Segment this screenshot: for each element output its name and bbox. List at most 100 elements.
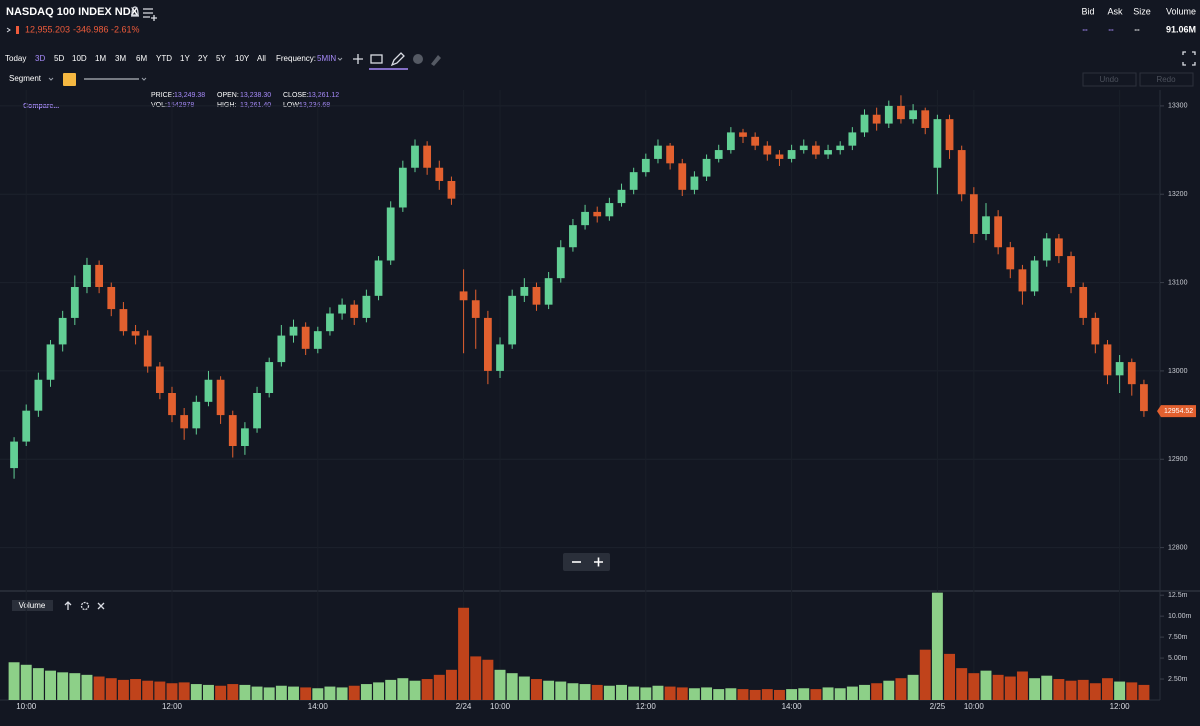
dropdown-arrow xyxy=(337,57,343,61)
volume-bar xyxy=(445,669,457,700)
candle-body xyxy=(253,393,261,429)
segment-color[interactable] xyxy=(63,73,76,86)
volume-bar xyxy=(713,689,725,700)
volume-bar xyxy=(980,670,992,700)
candle-body xyxy=(872,114,881,124)
volume-bar xyxy=(312,688,324,700)
candle-body xyxy=(423,145,432,168)
candle-body xyxy=(10,441,18,469)
frequency-select[interactable]: 5MIN xyxy=(317,54,336,63)
x-tick-label: 14:00 xyxy=(308,702,329,711)
watchlist-icon[interactable] xyxy=(143,8,157,21)
candle-body xyxy=(969,194,978,234)
volume-title: Volume xyxy=(19,601,46,610)
candle-body xyxy=(532,286,541,305)
volume-bar xyxy=(1077,679,1089,700)
candle-body xyxy=(1140,384,1148,412)
range-button[interactable]: 3M xyxy=(115,54,126,63)
volume-bar xyxy=(737,689,749,700)
y-tick-label: 2.50m xyxy=(1168,676,1188,683)
info-value: 13,238.30 xyxy=(240,92,271,99)
volume-bar xyxy=(834,688,846,700)
expand-icon[interactable] xyxy=(6,27,11,33)
candle-body xyxy=(1030,260,1039,292)
draw-tool[interactable] xyxy=(390,52,405,67)
undo-button[interactable] xyxy=(1082,72,1137,87)
candle-body xyxy=(58,317,67,345)
candle-body xyxy=(1042,238,1051,261)
quote-value: 91.06M xyxy=(1166,24,1196,34)
segment-label[interactable]: Segment xyxy=(9,74,42,83)
volume-bar xyxy=(931,592,943,700)
candle-body xyxy=(617,189,626,204)
range-button[interactable]: 5D xyxy=(54,54,64,63)
y-tick-label: 12800 xyxy=(1168,544,1188,551)
note-tool[interactable] xyxy=(370,54,383,64)
volume-bar xyxy=(45,670,56,700)
candle-body xyxy=(714,150,723,159)
range-button[interactable]: All xyxy=(257,54,266,63)
range-button[interactable]: 10Y xyxy=(235,54,250,63)
range-button[interactable]: 1M xyxy=(95,54,106,63)
candle-body xyxy=(933,119,942,168)
range-button[interactable]: 3D xyxy=(35,54,45,63)
candle-body xyxy=(180,415,189,429)
range-button[interactable]: 10D xyxy=(72,54,87,63)
erase-tool[interactable] xyxy=(431,55,441,66)
volume-bar xyxy=(117,679,129,700)
y-tick-label: 10.00m xyxy=(1168,613,1192,620)
crosshair-tool[interactable] xyxy=(353,54,363,64)
candle-body xyxy=(447,180,456,199)
volume-bar xyxy=(227,684,239,700)
candle-body xyxy=(884,105,893,124)
quote-label: Ask xyxy=(1107,6,1123,16)
volume-bar xyxy=(1102,678,1113,700)
candle-body xyxy=(678,163,687,190)
candle-body xyxy=(654,145,662,159)
x-tick-label: 12:00 xyxy=(1110,702,1131,711)
info-label: HIGH: xyxy=(217,102,237,109)
volume-bar xyxy=(543,680,555,700)
volume-bar xyxy=(822,687,834,700)
quote-label: Bid xyxy=(1081,6,1094,16)
info-value: 13,236.68 xyxy=(299,102,330,109)
candle-body xyxy=(799,145,808,151)
last-price-tag xyxy=(1157,405,1196,418)
volume-bar xyxy=(518,676,530,700)
volume-bar xyxy=(373,682,385,700)
quote-value: -- xyxy=(1082,25,1088,34)
redo-button[interactable] xyxy=(1139,72,1194,87)
candle-body xyxy=(921,110,930,128)
candle-body xyxy=(1127,362,1136,385)
close-icon[interactable] xyxy=(97,602,105,610)
range-button[interactable]: 1Y xyxy=(180,54,190,63)
candle-body xyxy=(204,379,213,402)
range-button[interactable]: YTD xyxy=(156,54,172,63)
last-price-label: 12954.52 xyxy=(1164,408,1193,415)
range-button[interactable]: 2Y xyxy=(198,54,208,63)
zoom-in[interactable] xyxy=(594,557,603,567)
fullscreen-icon[interactable] xyxy=(1182,51,1196,66)
volume-bar xyxy=(409,680,421,700)
volume-bar xyxy=(494,669,506,700)
volume-bar xyxy=(1114,681,1126,700)
info-value: 13,261.12 xyxy=(308,92,339,99)
x-tick-label: 10:00 xyxy=(16,702,37,711)
alert-icon[interactable] xyxy=(131,6,139,17)
volume-bar xyxy=(470,656,482,700)
settings-icon[interactable] xyxy=(80,601,90,611)
volume-bar xyxy=(1016,671,1028,700)
redo-label: Redo xyxy=(1156,75,1176,84)
range-button[interactable]: 6M xyxy=(136,54,147,63)
volume-bar xyxy=(251,686,263,700)
candle-body xyxy=(1115,362,1124,376)
range-button[interactable]: 5Y xyxy=(216,54,226,63)
visibility-tool[interactable] xyxy=(413,54,423,64)
volume-bar xyxy=(190,684,202,700)
range-button[interactable]: Today xyxy=(5,54,26,63)
move-up-icon[interactable] xyxy=(64,601,72,610)
volume-bar xyxy=(482,659,494,700)
volume-bar xyxy=(275,685,287,700)
candle-body xyxy=(690,176,699,190)
candle-body xyxy=(435,167,444,181)
